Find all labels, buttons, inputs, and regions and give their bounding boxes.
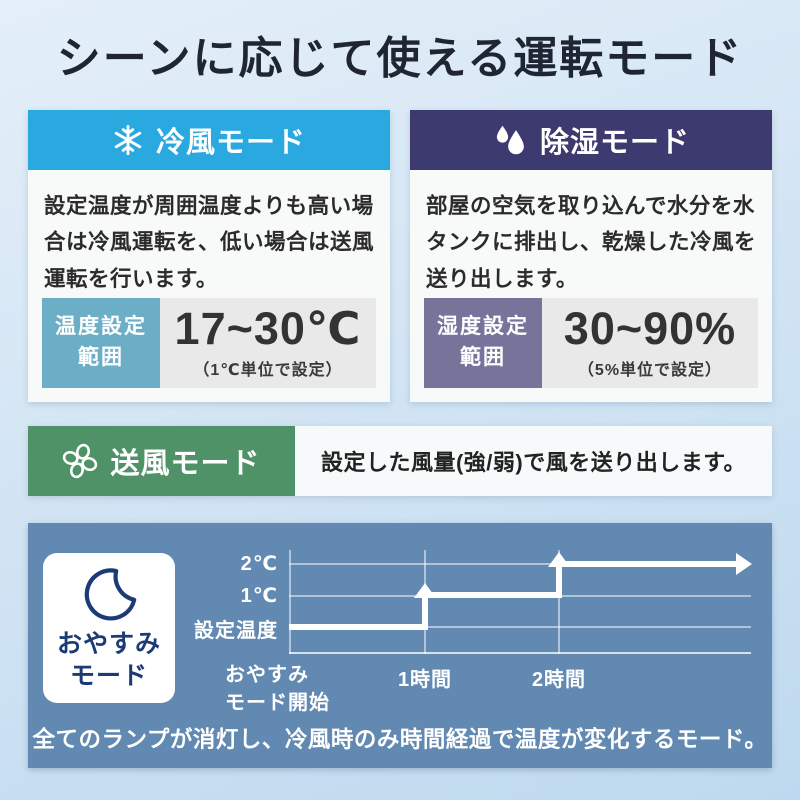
snowflake-icon: [112, 124, 144, 156]
gridline-set-temp: [289, 625, 751, 628]
dehumidify-range-row: 湿度設定 範囲 30~90% （5%単位で設定）: [424, 297, 758, 388]
dehumidify-mode-description: 部屋の空気を取り込んで水分を水タンクに排出し、乾燥した冷風を送り出します。: [426, 193, 757, 291]
cool-range-note: （1℃単位で設定）: [193, 362, 343, 380]
gridline-2hour: [558, 549, 560, 654]
cool-range-row: 温度設定 範囲 17~30℃ （1℃単位で設定）: [42, 297, 376, 388]
cool-mode-description: 設定温度が周囲温度よりも高い場合は冷風運転を、低い場合は送風運転を行います。: [44, 193, 375, 291]
x-tick-2hour: 2時間: [531, 668, 587, 691]
cool-range-value-box: 17~30℃ （1℃単位で設定）: [160, 297, 376, 388]
mode-cards-row: 冷風モード 設定温度が周囲温度よりも高い場合は冷風運転を、低い場合は送風運転を行…: [28, 109, 772, 402]
dehumidify-mode-label: 除湿モード: [539, 126, 690, 159]
sleep-mode-label: おやすみ モード: [57, 628, 161, 693]
moon-icon: [79, 553, 139, 625]
sleep-mode-label-line1: おやすみ: [56, 629, 161, 658]
gridline-2c: [289, 562, 751, 565]
dehumidify-range-label: 湿度設定 範囲: [424, 297, 542, 388]
dehumidify-range-value-box: 30~90% （5%単位で設定）: [542, 297, 758, 388]
page-title: シーンに応じて使える運転モード: [56, 34, 744, 83]
x-tick-start: おやすみ モード開始: [225, 661, 330, 717]
x-tick-start-line2: モード開始: [225, 691, 330, 714]
cool-range-label-line2: 範囲: [78, 345, 124, 369]
dehumidify-mode-body: 部屋の空気を取り込んで水分を水タンクに排出し、乾燥した冷風を送り出します。 湿度…: [410, 170, 772, 402]
y-tick-set-temp: 設定温度: [194, 619, 278, 642]
chart-y-axis: [289, 549, 291, 654]
sleep-mode-caption: 全てのランプが消灯し、冷風時のみ時間経過で温度が変化するモード。: [32, 726, 768, 752]
dehumidify-range-value: 30~90%: [563, 302, 737, 354]
fan-mode-label: 送風モード: [110, 447, 261, 480]
cool-range-label: 温度設定 範囲: [42, 297, 160, 388]
y-tick-1c: 1℃: [240, 584, 278, 607]
right-arrow-icon: [736, 552, 752, 575]
cool-range-value: 17~30℃: [174, 302, 362, 354]
fan-mode-header: 送風モード: [28, 425, 295, 496]
y-tick-2c: 2℃: [240, 552, 278, 575]
step-line-segment-2: [422, 591, 562, 598]
step-line-segment-3: [556, 560, 738, 567]
fan-mode-description: 設定した風量(強/弱)で風を送り出します。: [295, 425, 772, 496]
step-line-segment-1: [289, 623, 425, 630]
cool-mode-body: 設定温度が周囲温度よりも高い場合は冷風運転を、低い場合は送風運転を行います。 温…: [28, 170, 390, 402]
cool-mode-card: 冷風モード 設定温度が周囲温度よりも高い場合は冷風運転を、低い場合は送風運転を行…: [28, 109, 390, 402]
dehumidify-range-label-line2: 範囲: [460, 345, 506, 369]
cool-mode-header: 冷風モード: [28, 109, 390, 170]
dehumidify-mode-header: 除湿モード: [410, 109, 772, 170]
sleep-mode-badge: おやすみ モード: [43, 552, 175, 703]
sleep-mode-card: おやすみ モード 2℃ 1℃ 設定温度 おやすみ: [28, 522, 772, 768]
fan-mode-row: 送風モード 設定した風量(強/弱)で風を送り出します。: [28, 425, 772, 496]
cool-mode-label: 冷風モード: [155, 126, 306, 159]
fan-icon: [62, 443, 98, 479]
dehumidify-range-note: （5%単位で設定）: [577, 362, 723, 380]
x-tick-start-line1: おやすみ: [225, 663, 309, 686]
x-tick-1hour: 1時間: [397, 668, 453, 691]
sleep-mode-label-line2: モード: [69, 662, 148, 691]
dehumidify-mode-card: 除湿モード 部屋の空気を取り込んで水分を水タンクに排出し、乾燥した冷風を送り出し…: [410, 109, 772, 402]
dehumidify-range-label-line1: 湿度設定: [437, 315, 529, 339]
water-drops-icon: [492, 123, 528, 157]
cool-range-label-line1: 温度設定: [55, 315, 147, 339]
step-line-rise-2: [556, 565, 562, 598]
chart-x-axis: [289, 651, 751, 654]
step-line-rise-1: [422, 596, 428, 630]
